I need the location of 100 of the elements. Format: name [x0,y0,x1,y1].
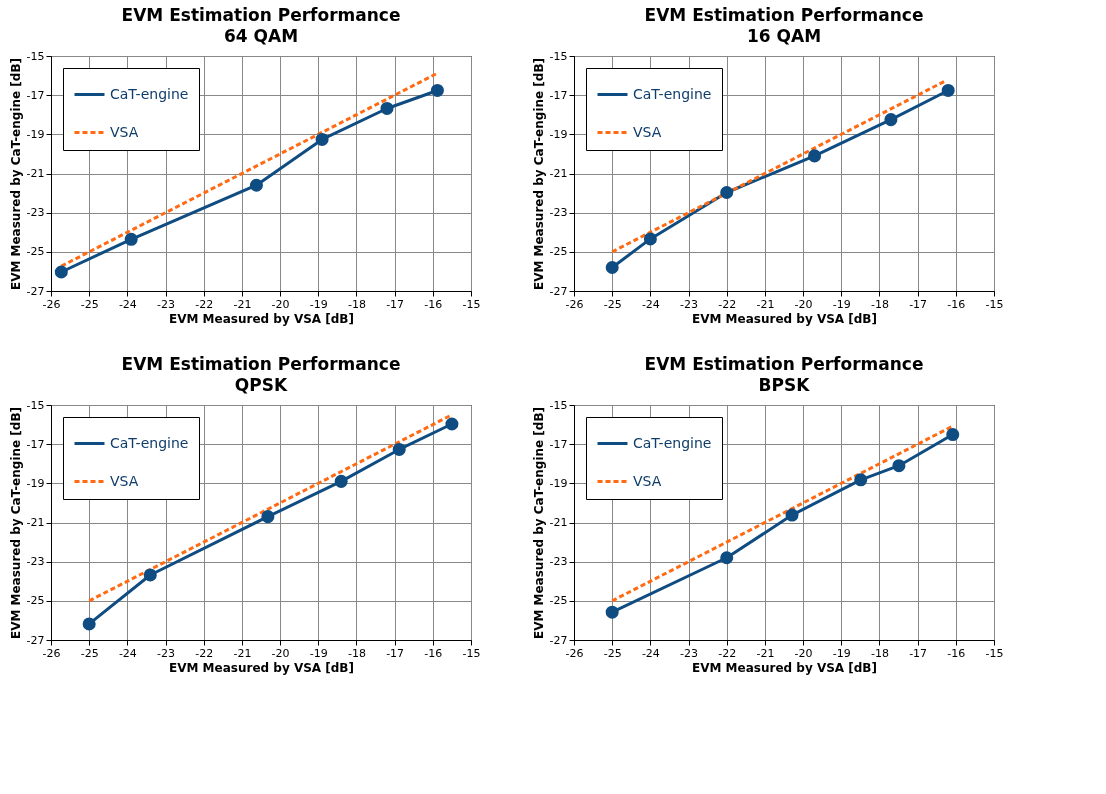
x-tick-label: -19 [832,297,851,311]
legend-label: CaT-engine [110,434,189,451]
point [892,459,906,473]
y-axis-title: EVM Measured by CaT-engine [dB] [531,406,546,640]
x-tick-label: -26 [42,646,61,660]
y-tick-label: -17 [549,88,568,102]
point [392,442,406,456]
x-tick-label: -19 [309,646,328,660]
chart-subtitle: BPSK [758,375,811,395]
x-tick-label: -25 [603,646,622,660]
y-tick-label: -19 [549,476,568,490]
legend-label: VSA [633,123,662,140]
x-tick-label: -17 [386,646,405,660]
y-tick-label: -15 [549,398,568,412]
y-tick-label: -21 [26,516,45,529]
point [249,178,263,192]
y-tick-label: -15 [549,49,568,63]
legend-label: CaT-engine [633,434,712,451]
x-tick-label: -21 [756,646,775,660]
point [315,132,329,146]
point [720,185,734,199]
legend-label: VSA [110,472,139,489]
point [854,473,868,487]
x-axis-title: EVM Measured by VSA [dB] [169,311,354,326]
x-tick-label: -18 [870,297,889,311]
x-tick-label: -22 [195,646,214,660]
x-tick-label: -26 [42,297,61,311]
y-tick-label: -19 [26,127,45,141]
y-tick-label: -19 [26,476,45,490]
x-tick-label: -19 [309,297,328,311]
point [445,417,459,431]
y-tick-label: -17 [26,88,45,102]
x-tick-label: -18 [347,646,366,660]
x-tick-label: -16 [947,646,966,660]
x-tick-label: -24 [641,297,660,311]
y-tick-label: -17 [549,437,568,451]
x-axis-title: EVM Measured by VSA [dB] [692,660,877,675]
y-tick-label: -25 [549,594,568,608]
point [785,508,799,522]
x-tick-label: -21 [233,646,252,660]
y-tick-label: -15 [26,49,45,63]
chart-title: EVM Estimation Performance [644,5,924,25]
point [380,101,394,115]
x-tick-label: -23 [157,297,176,311]
point [941,83,955,97]
x-tick-label: -16 [424,646,443,660]
chart-subtitle: 16 QAM [746,26,822,46]
y-tick-label: -25 [549,245,568,259]
y-tick-label: -23 [26,206,45,220]
y-tick-label: -23 [549,206,568,220]
chart-title: EVM Estimation Performance [121,354,401,374]
x-tick-label: -22 [718,297,737,311]
point [808,149,822,163]
x-tick-label: -21 [756,297,775,311]
point [430,83,444,97]
x-tick-label: -18 [870,646,889,660]
x-tick-label: -20 [271,297,290,311]
x-tick-label: -20 [271,646,290,660]
chart-title: EVM Estimation Performance [121,5,401,25]
x-tick-label: -25 [80,646,99,660]
point [605,260,619,275]
point [54,265,68,279]
x-tick-label: -20 [794,297,813,311]
y-tick-label: -23 [549,555,568,569]
point [82,617,96,631]
x-tick-label: -17 [909,646,928,660]
x-tick-label: -22 [718,646,737,660]
x-axis-title: EVM Measured by VSA [dB] [692,311,877,326]
y-tick-label: -23 [26,555,45,569]
x-tick-label: -17 [386,297,405,311]
x-tick-label: -18 [347,297,366,311]
x-tick-label: -17 [909,297,928,311]
x-tick-label: -19 [832,646,851,660]
legend-label: CaT-engine [633,85,712,102]
y-tick-label: -27 [549,633,568,647]
x-tick-label: -24 [118,297,137,311]
point [261,510,275,524]
point [643,232,657,246]
y-axis-title: EVM Measured by CaT-engine [dB] [531,57,546,291]
y-tick-label: -19 [549,127,568,141]
point [720,551,734,565]
legend-label: VSA [633,472,662,489]
y-tick-label: -27 [549,284,568,298]
y-tick-label: -21 [549,167,568,180]
chart-title: EVM Estimation Performance [644,354,924,374]
point [605,605,619,619]
point [143,568,157,582]
y-tick-label: -25 [26,245,45,259]
point [334,474,348,488]
point [884,113,898,127]
x-tick-label: -20 [794,646,813,660]
x-tick-label: -16 [947,297,966,311]
x-tick-label: -22 [195,297,214,311]
x-tick-label: -21 [233,297,252,311]
x-tick-label: -23 [680,646,699,660]
x-tick-label: -23 [157,646,176,660]
x-tick-label: -25 [80,297,99,311]
x-tick-label: -15 [462,646,481,660]
chart-subtitle: 64 QAM [223,26,299,46]
y-axis-title: EVM Measured by CaT-engine [dB] [8,406,23,640]
